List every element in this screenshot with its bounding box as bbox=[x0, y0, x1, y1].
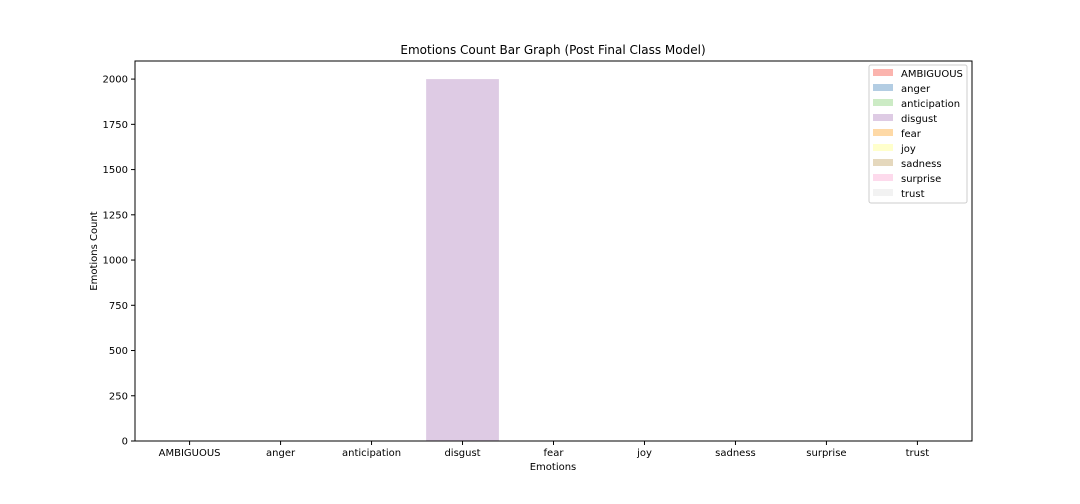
legend-label-anger: anger bbox=[901, 84, 931, 95]
legend-swatch-ambiguous bbox=[873, 69, 893, 76]
legend: AMBIGUOUS anger anticipation disgust fear joy… bbox=[868, 64, 968, 204]
legend-label-anticipation: anticipation bbox=[901, 99, 960, 110]
x-tick-label: sadness bbox=[715, 448, 756, 459]
x-tick-label: AMBIGUOUS bbox=[159, 448, 221, 459]
bars-group bbox=[426, 79, 499, 441]
legend-label-sadness: sadness bbox=[901, 159, 942, 170]
x-tick-label: joy bbox=[636, 448, 652, 459]
y-axis: 0 250 500 750 1000 1250 1500 1750 2000 bbox=[103, 75, 135, 448]
plot-frame bbox=[134, 60, 973, 442]
x-tick-label: anger bbox=[266, 448, 296, 459]
legend-swatch-anticipation bbox=[873, 99, 893, 106]
chart-title: Emotions Count Bar Graph (Post Final Cla… bbox=[400, 43, 705, 57]
legend-swatch-fear bbox=[873, 129, 893, 136]
legend-swatch-anger bbox=[873, 84, 893, 91]
x-tick-label: disgust bbox=[444, 448, 480, 459]
y-tick-label: 1000 bbox=[103, 256, 128, 267]
y-tick-label: 500 bbox=[109, 346, 128, 357]
legend-swatch-sadness bbox=[873, 159, 893, 166]
legend-swatch-disgust bbox=[873, 114, 893, 121]
legend-swatch-trust bbox=[873, 189, 893, 196]
y-tick-label: 250 bbox=[109, 391, 128, 402]
y-tick-label: 1250 bbox=[103, 210, 128, 221]
x-axis-label: Emotions bbox=[530, 462, 577, 473]
y-axis-label: Emotions Count bbox=[89, 211, 100, 290]
legend-label-fear: fear bbox=[901, 129, 922, 140]
legend-label-surprise: surprise bbox=[901, 174, 941, 185]
legend-label-trust: trust bbox=[901, 189, 925, 200]
legend-box bbox=[868, 64, 968, 204]
y-tick-label: 1750 bbox=[103, 120, 128, 131]
x-tick-label: surprise bbox=[806, 448, 846, 459]
y-tick-label: 750 bbox=[109, 301, 128, 312]
y-tick-label: 1500 bbox=[103, 165, 128, 176]
y-tick-label: 2000 bbox=[103, 75, 128, 86]
x-axis: AMBIGUOUS anger anticipation disgust fear joy… bbox=[159, 441, 930, 459]
legend-swatch-joy bbox=[873, 144, 893, 151]
legend-label-disgust: disgust bbox=[901, 114, 937, 125]
x-tick-label: fear bbox=[544, 448, 565, 459]
legend-label-ambiguous: AMBIGUOUS bbox=[901, 69, 963, 80]
x-tick-label: anticipation bbox=[342, 448, 401, 459]
legend-label-joy: joy bbox=[900, 144, 916, 155]
legend-swatch-surprise bbox=[873, 174, 893, 181]
y-tick-label: 0 bbox=[122, 437, 128, 448]
x-tick-label: trust bbox=[906, 448, 930, 459]
bar-disgust bbox=[426, 79, 499, 441]
